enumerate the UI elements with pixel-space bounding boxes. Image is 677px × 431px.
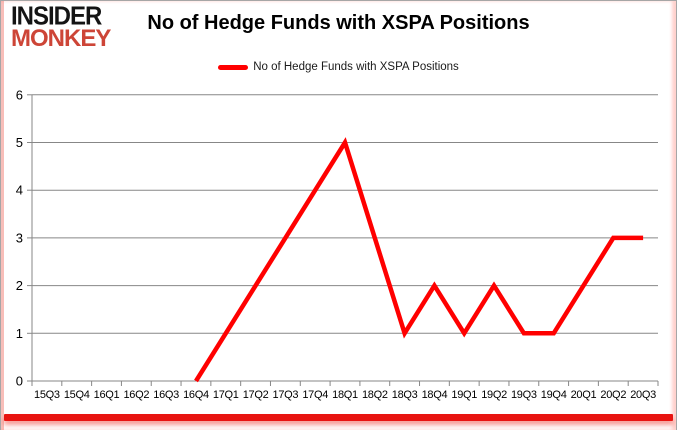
legend: No of Hedge Funds with XSPA Positions: [1, 60, 676, 74]
logo-text-monkey: MONKEY: [11, 25, 111, 53]
y-tick-label: 2: [16, 278, 23, 293]
x-tick-label: 20Q1: [571, 389, 597, 401]
y-tick-label: 0: [16, 374, 23, 389]
x-tick-label: 19Q2: [481, 389, 507, 401]
x-tick-label: 17Q2: [243, 389, 269, 401]
legend-label: No of Hedge Funds with XSPA Positions: [253, 61, 459, 73]
x-tick-label: 16Q1: [94, 389, 120, 401]
chart-title: No of Hedge Funds with XSPA Positions: [147, 12, 530, 34]
insider-monkey-logo: INSIDER MONKEY: [11, 1, 111, 53]
x-tick-label: 19Q4: [541, 389, 567, 401]
x-tick-label: 20Q3: [630, 389, 656, 401]
bottom-red-bar: [4, 414, 673, 421]
x-tick-label: 20Q2: [600, 389, 626, 401]
x-tick-label: 16Q3: [153, 389, 179, 401]
series-line-xspa: [194, 137, 644, 383]
x-tick-label: 17Q3: [273, 389, 299, 401]
x-tick-label: 19Q3: [511, 389, 537, 401]
y-tick-label: 1: [16, 326, 23, 341]
logo-text-insider: INSIDER: [11, 1, 102, 32]
y-tick-label: 6: [16, 87, 23, 102]
y-tick-label: 4: [16, 183, 23, 198]
x-tick-label: 16Q2: [123, 389, 149, 401]
legend-line-swatch: [218, 64, 249, 70]
x-tick-label: 18Q2: [362, 389, 388, 401]
x-tick-label: 19Q1: [451, 389, 477, 401]
x-tick-label: 15Q4: [64, 389, 90, 401]
y-tick-label: 3: [16, 230, 23, 245]
x-tick-label: 18Q1: [332, 389, 358, 401]
x-tick-label: 17Q4: [302, 389, 328, 401]
x-tick-label: 18Q3: [392, 389, 418, 401]
x-tick-label: 15Q3: [34, 389, 60, 401]
x-tick-label: 16Q4: [183, 389, 209, 401]
x-tick-label: 17Q1: [213, 389, 239, 401]
x-tick-label: 18Q4: [422, 389, 448, 401]
y-tick-label: 5: [16, 135, 23, 150]
